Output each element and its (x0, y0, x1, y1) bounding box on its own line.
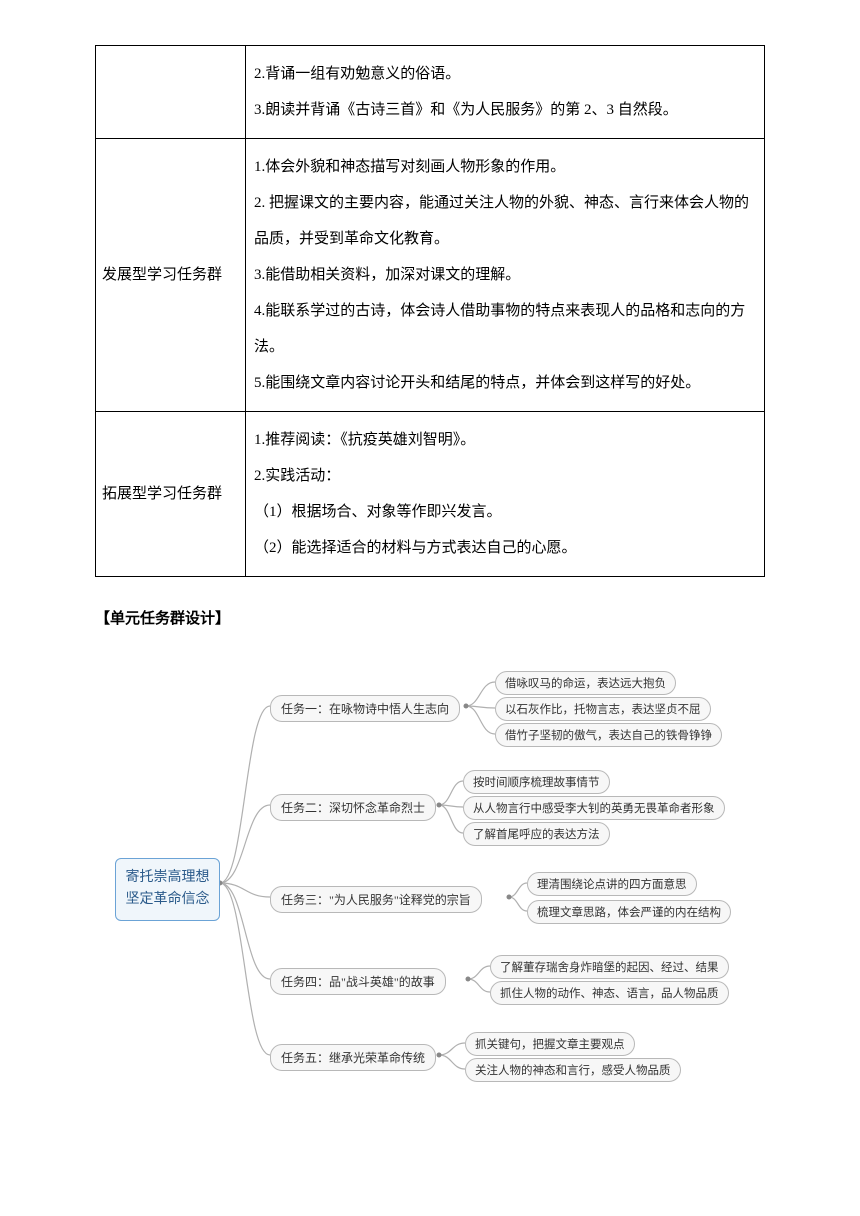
row-content-1: 1.体会外貌和神态描写对刻画人物形象的作用。 2. 把握课文的主要内容，能通过关… (246, 139, 765, 412)
task-node: 任务一：在咏物诗中悟人生志向 (270, 695, 460, 722)
row-label-0 (96, 46, 246, 139)
row-content-2: 1.推荐阅读：《抗疫英雄刘智明》。 2.实践活动： （1）根据场合、对象等作即兴… (246, 412, 765, 577)
task-node: 任务四：品"战斗英雄"的故事 (270, 968, 446, 995)
item: 1.推荐阅读：《抗疫英雄刘智明》。 (254, 422, 756, 458)
item: 1.体会外貌和神态描写对刻画人物形象的作用。 (254, 149, 756, 185)
mindmap-root: 寄托崇高理想 坚定革命信念 (115, 858, 220, 921)
item: 2. 把握课文的主要内容，能通过关注人物的外貌、神态、言行来体会人物的品质，并受… (254, 185, 756, 257)
item: （2）能选择适合的材料与方式表达自己的心愿。 (254, 530, 756, 566)
task-node: 任务五：继承光荣革命传统 (270, 1044, 436, 1071)
item: 2.实践活动： (254, 458, 756, 494)
table-row: 2.背诵一组有劝勉意义的俗语。 3.朗读并背诵《古诗三首》和《为人民服务》的第 … (96, 46, 765, 139)
item: 3.能借助相关资料，加深对课文的理解。 (254, 257, 756, 293)
leaf-node: 借咏叹马的命运，表达远大抱负 (495, 671, 676, 695)
row-label-2: 拓展型学习任务群 (96, 412, 246, 577)
leaf-node: 以石灰作比，托物言志，表达坚贞不屈 (495, 697, 711, 721)
leaf-node: 了解董存瑞舍身炸暗堡的起因、经过、结果 (490, 955, 729, 979)
leaf-node: 抓关键句，把握文章主要观点 (465, 1032, 635, 1056)
item: （1）根据场合、对象等作即兴发言。 (254, 494, 756, 530)
leaf-node: 抓住人物的动作、神态、语言，品人物品质 (490, 981, 729, 1005)
leaf-node: 理清围绕论点讲的四方面意思 (527, 872, 697, 896)
task-group-table: 2.背诵一组有劝勉意义的俗语。 3.朗读并背诵《古诗三首》和《为人民服务》的第 … (95, 45, 765, 577)
table-row: 拓展型学习任务群 1.推荐阅读：《抗疫英雄刘智明》。 2.实践活动： （1）根据… (96, 412, 765, 577)
leaf-node: 梳理文章思路，体会严谨的内在结构 (527, 900, 731, 924)
section-title: 【单元任务群设计】 (95, 607, 765, 628)
leaf-node: 了解首尾呼应的表达方法 (463, 822, 610, 846)
mindmap: 寄托崇高理想 坚定革命信念 任务一：在咏物诗中悟人生志向任务二：深切怀念革命烈士… (95, 648, 765, 1148)
leaf-node: 按时间顺序梳理故事情节 (463, 770, 610, 794)
item: 3.朗读并背诵《古诗三首》和《为人民服务》的第 2、3 自然段。 (254, 92, 756, 128)
leaf-node: 从人物言行中感受李大钊的英勇无畏革命者形象 (463, 796, 725, 820)
table-row: 发展型学习任务群 1.体会外貌和神态描写对刻画人物形象的作用。 2. 把握课文的… (96, 139, 765, 412)
task-node: 任务二：深切怀念革命烈士 (270, 794, 436, 821)
leaf-node: 关注人物的神态和言行，感受人物品质 (465, 1058, 681, 1082)
task-node: 任务三："为人民服务"诠释党的宗旨 (270, 886, 482, 913)
root-line1: 寄托崇高理想 坚定革命信念 (126, 870, 210, 907)
row-label-1: 发展型学习任务群 (96, 139, 246, 412)
item: 4.能联系学过的古诗，体会诗人借助事物的特点来表现人的品格和志向的方法。 (254, 293, 756, 365)
item: 5.能围绕文章内容讨论开头和结尾的特点，并体会到这样写的好处。 (254, 365, 756, 401)
item: 2.背诵一组有劝勉意义的俗语。 (254, 56, 756, 92)
row-content-0: 2.背诵一组有劝勉意义的俗语。 3.朗读并背诵《古诗三首》和《为人民服务》的第 … (246, 46, 765, 139)
leaf-node: 借竹子坚韧的傲气，表达自己的铁骨铮铮 (495, 723, 722, 747)
